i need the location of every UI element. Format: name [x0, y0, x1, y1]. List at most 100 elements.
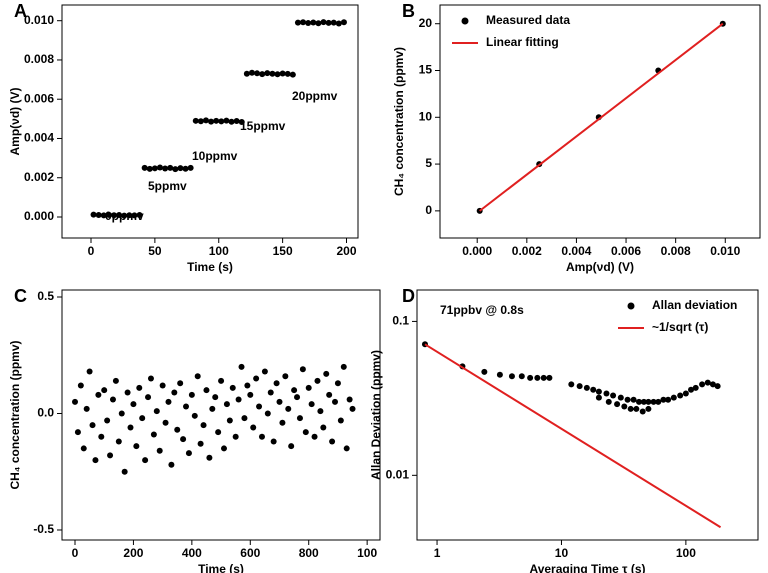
- point: [508, 373, 515, 380]
- point: [177, 380, 184, 387]
- y-tick-label: 0.000: [24, 209, 54, 223]
- point: [233, 118, 240, 125]
- point: [699, 381, 706, 388]
- point: [131, 212, 138, 219]
- point: [305, 384, 312, 391]
- point: [610, 392, 617, 399]
- y-axis-label: Allan Deviation (ppmv): [369, 350, 383, 480]
- x-tick-label: 1: [434, 546, 441, 560]
- point: [496, 371, 503, 378]
- x-axis-label: Time (s): [187, 260, 233, 274]
- point: [171, 389, 178, 396]
- point: [218, 118, 225, 125]
- point: [639, 408, 646, 415]
- point: [74, 429, 81, 436]
- point: [89, 422, 96, 429]
- point: [317, 408, 324, 415]
- panel-label: A: [14, 1, 27, 21]
- point: [568, 381, 575, 388]
- point: [185, 450, 192, 457]
- point: [330, 19, 337, 26]
- point: [110, 212, 117, 219]
- point: [133, 443, 140, 450]
- x-tick-label: 100: [676, 546, 696, 560]
- point: [320, 424, 327, 431]
- point: [244, 382, 251, 389]
- point: [645, 405, 652, 412]
- point: [136, 384, 143, 391]
- legend-swatch: [627, 302, 635, 310]
- x-tick-label: 400: [182, 546, 202, 560]
- point: [162, 165, 169, 172]
- point: [481, 368, 488, 375]
- point: [142, 457, 149, 464]
- point: [302, 429, 309, 436]
- point: [343, 445, 350, 452]
- point: [156, 447, 163, 454]
- point: [153, 408, 160, 415]
- y-tick-label: 0.010: [24, 13, 54, 27]
- point: [300, 19, 307, 26]
- point: [289, 71, 296, 78]
- point: [136, 212, 143, 219]
- x-tick-label: 100: [209, 244, 229, 258]
- point: [310, 19, 317, 26]
- x-tick-label: 150: [273, 244, 293, 258]
- point: [167, 164, 174, 171]
- point: [282, 373, 289, 380]
- point: [168, 461, 175, 468]
- point: [223, 117, 230, 124]
- point: [614, 401, 621, 408]
- point: [259, 71, 266, 78]
- point: [215, 429, 222, 436]
- point: [346, 396, 353, 403]
- point: [218, 377, 225, 384]
- point: [228, 118, 235, 125]
- legend-label: Measured data: [486, 13, 570, 27]
- point: [139, 415, 146, 422]
- point: [206, 454, 213, 461]
- point: [665, 396, 672, 403]
- point: [546, 374, 553, 381]
- point: [191, 412, 198, 419]
- point: [617, 394, 624, 401]
- annotation: 0ppmv: [105, 209, 144, 223]
- point: [288, 443, 295, 450]
- point: [314, 377, 321, 384]
- point: [688, 386, 695, 393]
- point: [72, 398, 79, 405]
- point: [95, 212, 102, 219]
- point: [660, 396, 667, 403]
- point: [177, 165, 184, 172]
- panel-label: C: [14, 286, 27, 306]
- point: [238, 363, 245, 370]
- point: [208, 118, 215, 125]
- point: [294, 19, 301, 26]
- point: [583, 384, 590, 391]
- y-axis-label: CH₄ concentration (ppmv): [8, 340, 22, 489]
- point: [264, 70, 271, 77]
- y-axis-label: CH₄ concentration (ppmv): [392, 47, 406, 196]
- x-tick-label: 200: [336, 244, 356, 258]
- point: [311, 433, 318, 440]
- point: [92, 457, 99, 464]
- point: [112, 377, 119, 384]
- point: [320, 19, 327, 26]
- y-tick-label: 0: [425, 203, 432, 217]
- point: [188, 391, 195, 398]
- point: [248, 69, 255, 76]
- y-tick-label: 15: [419, 63, 433, 77]
- x-tick-label: 0: [72, 546, 79, 560]
- point: [90, 211, 97, 218]
- point: [349, 405, 356, 412]
- x-tick-label: 0.004: [561, 244, 591, 258]
- plot-frame: [61, 4, 359, 239]
- point: [296, 415, 303, 422]
- point: [682, 390, 689, 397]
- point: [308, 401, 315, 408]
- point: [325, 19, 332, 26]
- point: [291, 387, 298, 394]
- point: [172, 166, 179, 173]
- point: [267, 389, 274, 396]
